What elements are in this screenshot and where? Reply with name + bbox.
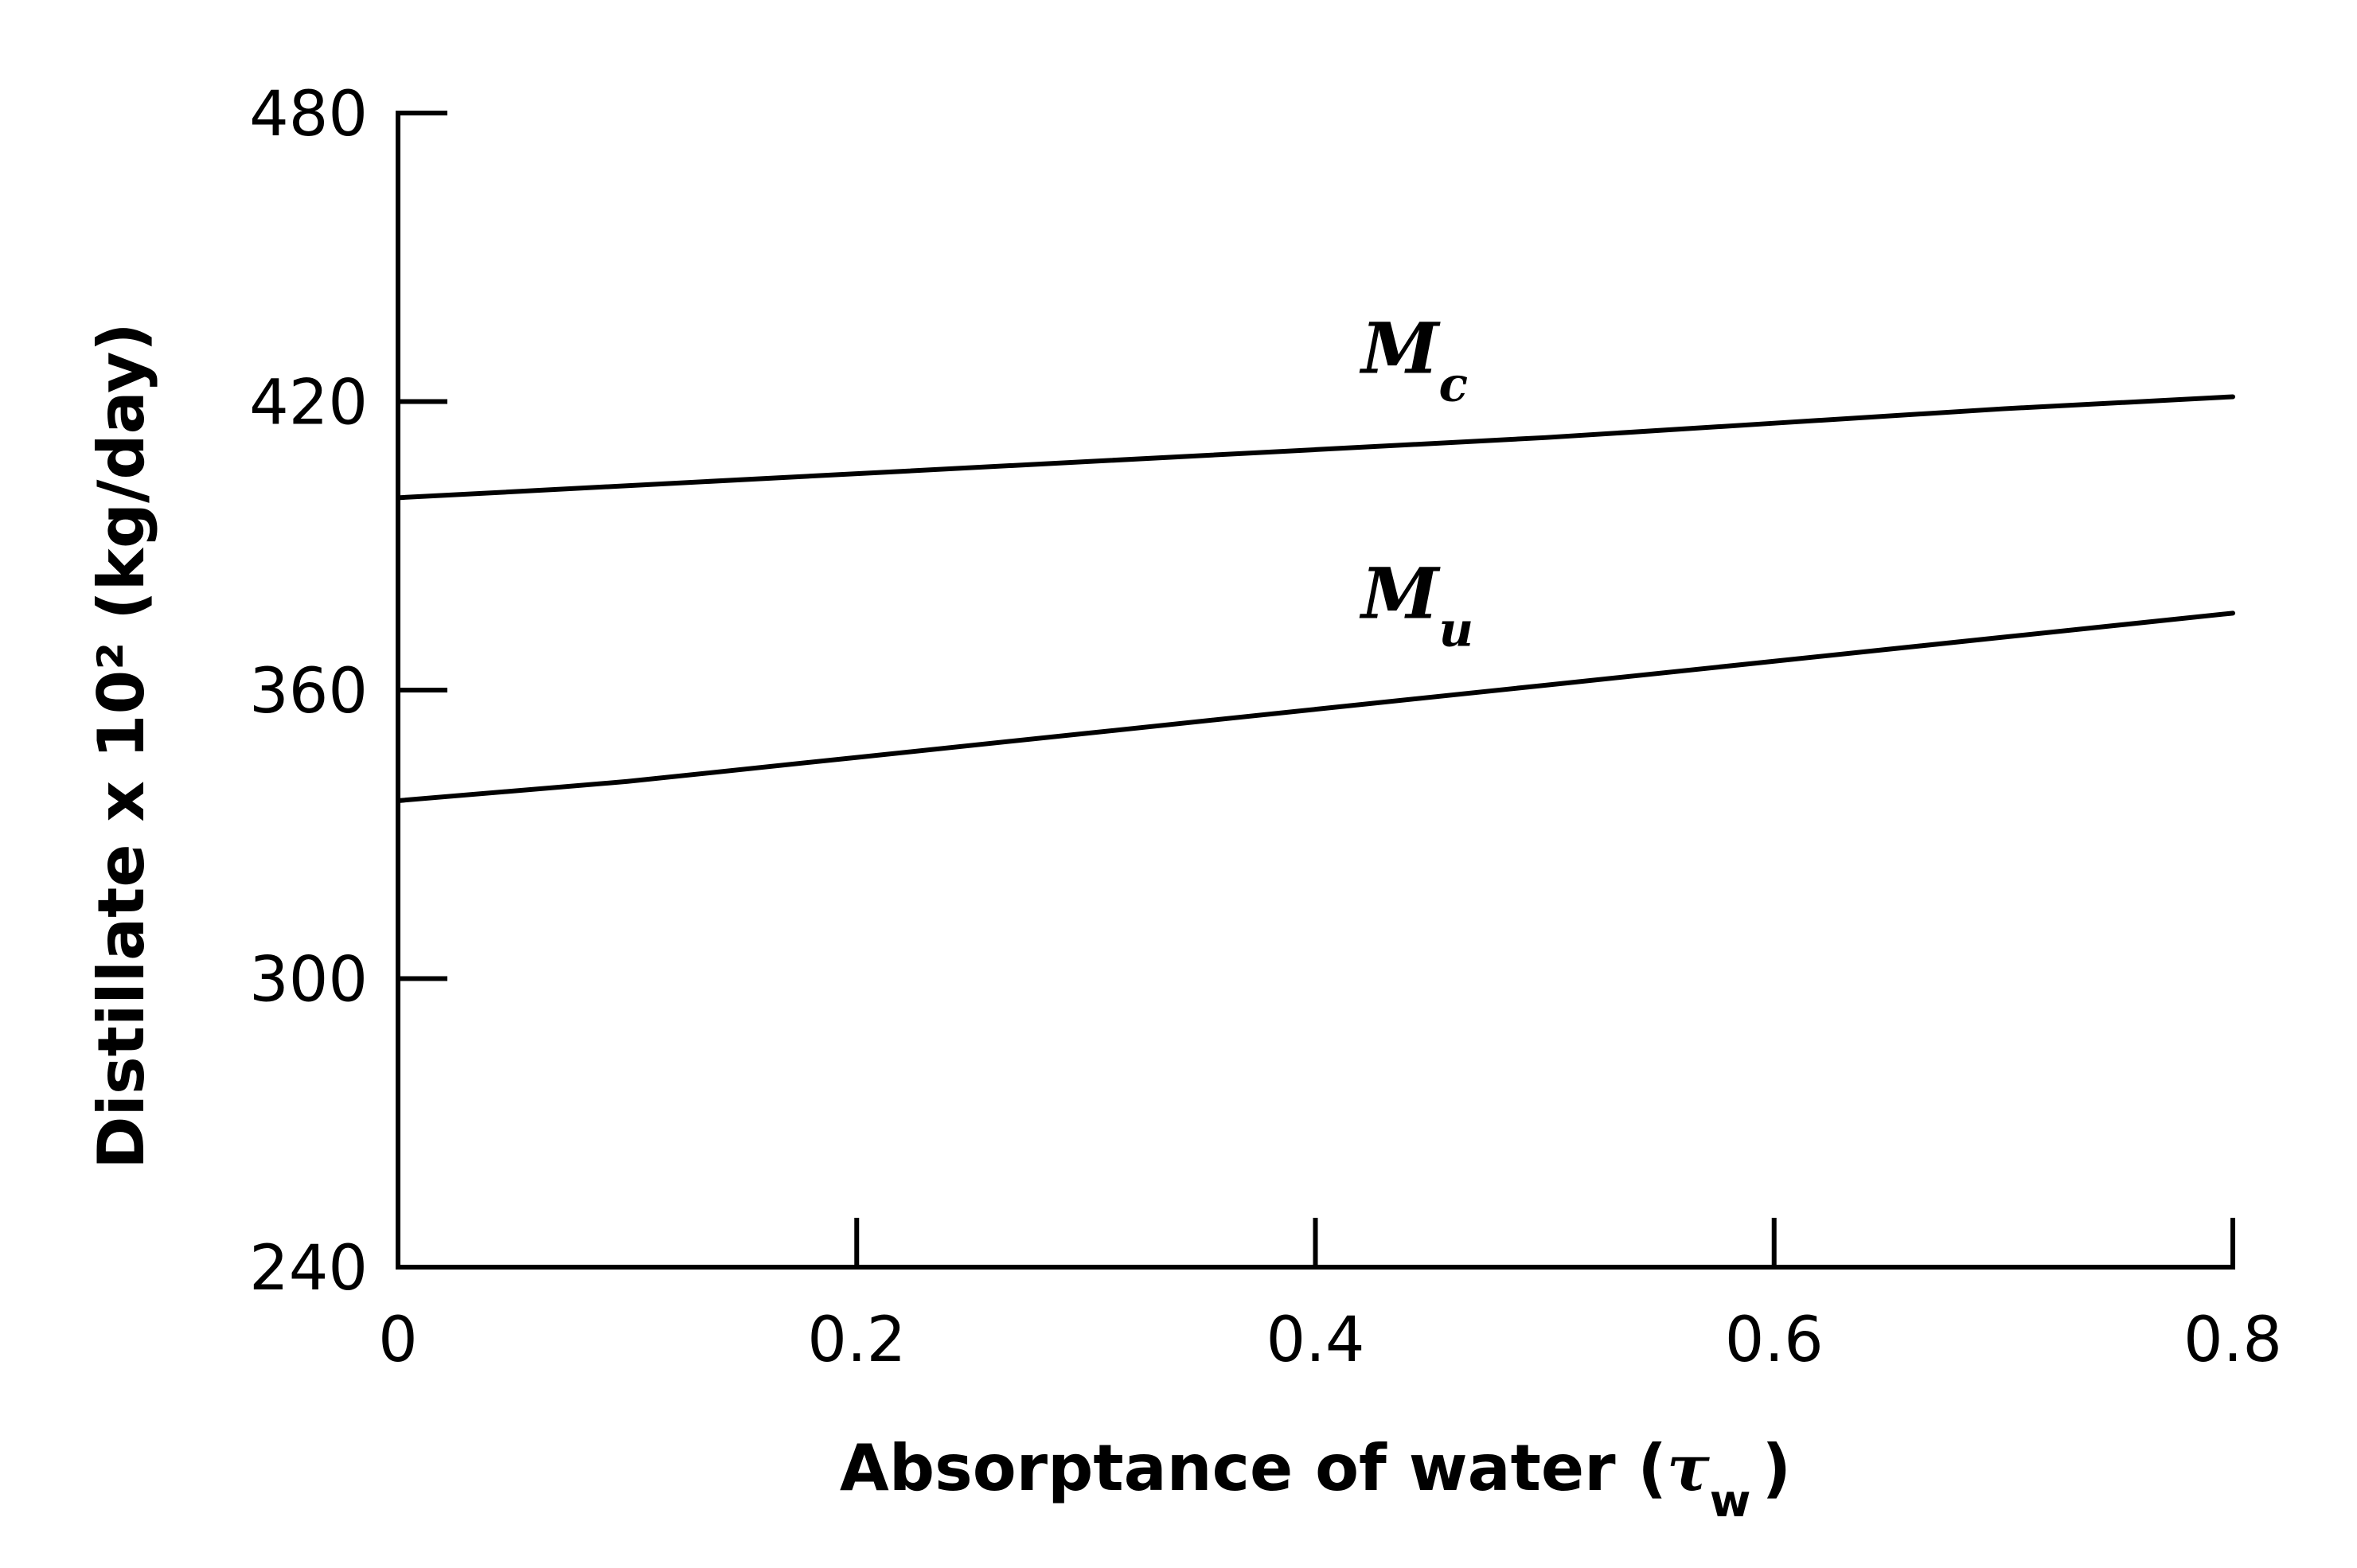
x-tick-label: 0.6 <box>1725 1305 1824 1376</box>
x-tick-label: 0 <box>378 1305 418 1376</box>
y-tick-label: 360 <box>249 656 368 727</box>
y-axis-title: Distillate x 10² (kg/day) <box>84 322 158 1169</box>
series-label-mu: Mu <box>1359 552 1473 657</box>
y-ticks: 240 300 360 420 480 <box>249 79 447 1305</box>
x-tick-label: 0.8 <box>2183 1305 2282 1376</box>
x-ticks: 0 0.2 0.4 0.6 0.8 <box>378 1218 2282 1376</box>
y-tick-label: 480 <box>249 79 368 150</box>
x-axis-title-subscript: w <box>1710 1476 1751 1527</box>
x-axis-title-close: ) <box>1762 1431 1792 1505</box>
series-label-subscript: c <box>1439 357 1469 412</box>
y-tick-label: 300 <box>249 945 368 1016</box>
series-label-subscript: u <box>1439 602 1474 657</box>
series-line-mu <box>396 610 2235 803</box>
y-tick-label: 240 <box>249 1233 368 1305</box>
x-tick-label: 0.4 <box>1266 1305 1364 1376</box>
x-axis-title-main: Absorptance of water ( <box>840 1431 1667 1505</box>
y-tick-label: 420 <box>249 368 368 439</box>
series-label-main: M <box>1359 306 1441 389</box>
x-axis-title: Absorptance of water (τw) <box>840 1430 1791 1527</box>
series-label-main: M <box>1359 552 1441 634</box>
x-tick-label: 0.2 <box>807 1305 906 1376</box>
series-label-mc: Mc <box>1359 306 1468 412</box>
x-axis-title-symbol: τ <box>1667 1430 1710 1505</box>
series-line-mc <box>396 394 2235 501</box>
axes <box>396 111 2235 1270</box>
